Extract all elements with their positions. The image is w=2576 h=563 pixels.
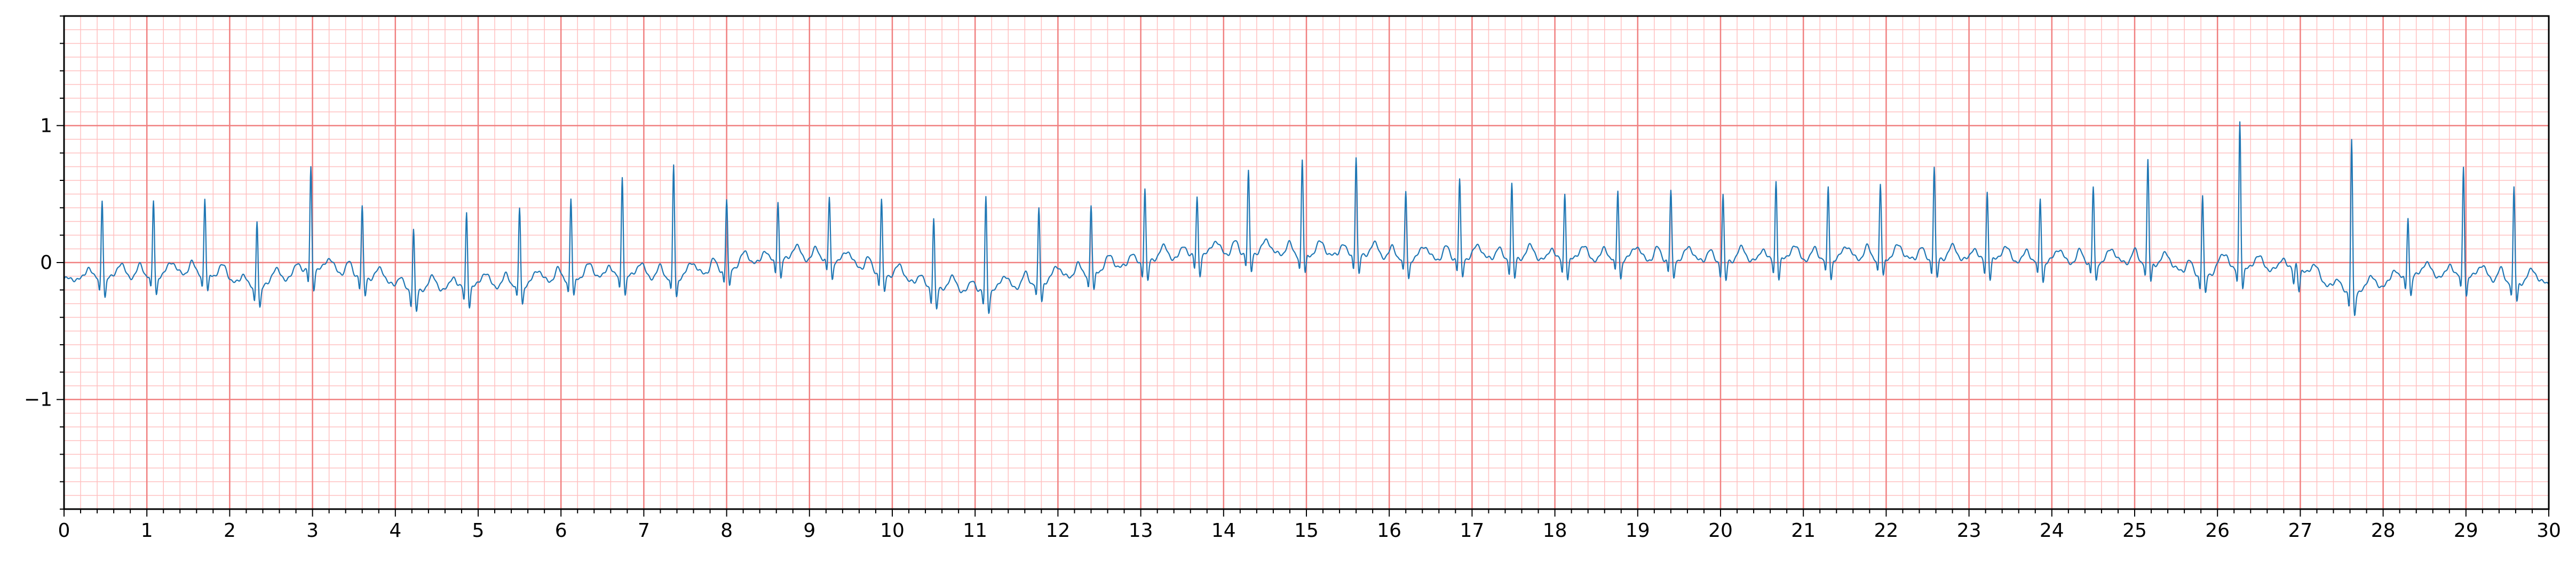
x-tick-label: 17 [1460,520,1484,542]
x-tick-label: 19 [1626,520,1650,542]
x-tick-label: 9 [803,520,815,542]
x-tick-label: 1 [141,520,153,542]
x-tick-label: 14 [1211,520,1236,542]
y-tick-label: 0 [40,252,52,274]
x-tick-label: 8 [720,520,733,542]
x-tick-label: 27 [2288,520,2312,542]
y-tick-label: −1 [24,389,52,411]
x-tick-label: 29 [2454,520,2478,542]
x-tick-label: 6 [555,520,567,542]
y-tick-label: 1 [40,115,52,137]
x-tick-label: 10 [880,520,905,542]
x-tick-label: 11 [963,520,987,542]
x-tick-label: 25 [2122,520,2147,542]
x-tick-label: 24 [2040,520,2064,542]
x-tick-label: 3 [306,520,319,542]
x-tick-label: 22 [1874,520,1898,542]
x-axis-ticks: 0 1 2 3 4 5 6 7 8 9 10 11 12 13 14 15 16 17 18 19 20 21 22 23 24… [58,509,2561,542]
x-tick-label: 4 [389,520,401,542]
ecg-signal [64,121,2549,316]
y-axis-ticks: −1 0 1 [24,15,64,510]
x-tick-label: 26 [2205,520,2230,542]
x-tick-label: 5 [472,520,485,542]
ecg-trace-line [64,121,2549,316]
x-tick-label: 21 [1791,520,1816,542]
x-tick-label: 20 [1708,520,1733,542]
x-tick-label: 13 [1129,520,1153,542]
x-tick-label: 16 [1377,520,1401,542]
x-tick-label: 30 [2537,520,2561,542]
x-tick-label: 12 [1045,520,1070,542]
x-tick-label: 15 [1294,520,1319,542]
x-tick-label: 23 [1957,520,1981,542]
x-tick-label: 2 [224,520,236,542]
x-tick-label: 28 [2371,520,2396,542]
x-tick-label: 7 [638,520,650,542]
x-tick-label: 0 [58,520,70,542]
x-tick-label: 18 [1543,520,1567,542]
